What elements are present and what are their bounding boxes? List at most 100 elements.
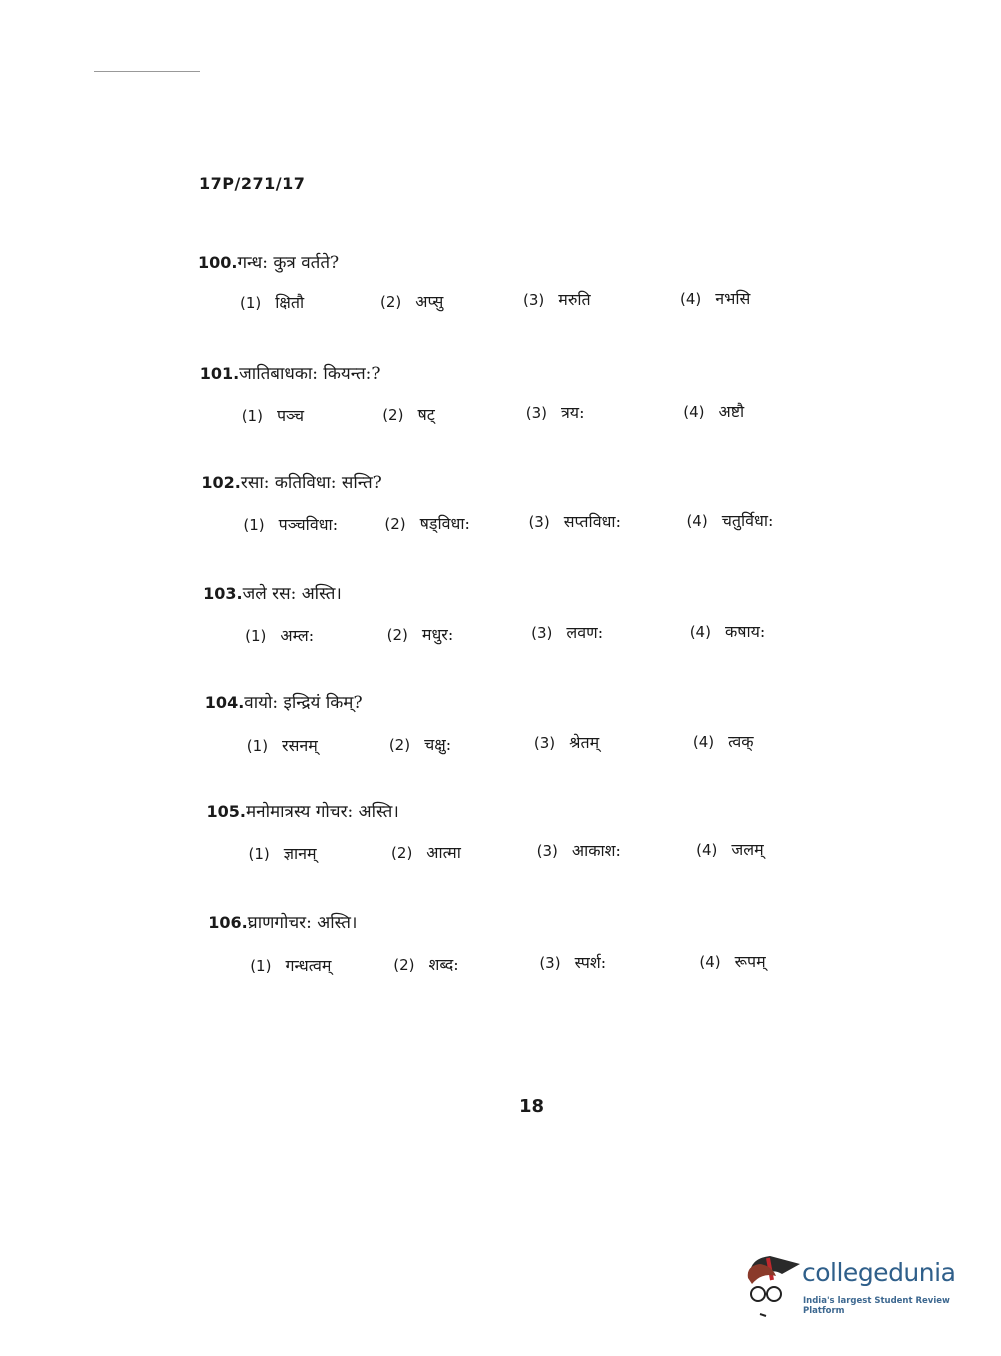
question: 103.जले रस: अस्ति।: [203, 581, 342, 604]
option-text: मधुर:: [421, 624, 454, 644]
question-text: जातिबाधका: कियन्त:?: [239, 364, 381, 384]
option-text: षट्: [417, 404, 435, 424]
top-rule: [94, 71, 200, 72]
question-text: रसा: कतिविधा: सन्ति?: [240, 473, 382, 493]
answer-option: (2) चक्षु:: [389, 733, 451, 755]
option-label: (2): [382, 405, 404, 424]
answer-option: (1) गन्धत्वम्: [250, 954, 331, 976]
option-text: शब्द:: [428, 954, 459, 974]
option-text: रूपम्: [734, 951, 766, 971]
question-number: 104.: [204, 693, 245, 712]
option-label: (4): [696, 840, 718, 859]
question: 105.मनोमात्रस्य गोचर: अस्ति।: [207, 799, 399, 822]
question: 104.वायो: इन्द्रियं किम्?: [205, 690, 363, 713]
option-text: पञ्चविधा:: [278, 515, 339, 534]
question-text: वायो: इन्द्रियं किम्?: [244, 693, 363, 713]
option-text: षड्विधा:: [419, 513, 470, 533]
answer-option: (3) सप्तविधा:: [528, 510, 621, 532]
answer-option: (1) अम्ल:: [245, 624, 314, 646]
option-text: आकाश:: [571, 841, 621, 860]
answer-option: (3) त्रय:: [526, 401, 585, 423]
answer-option: (3) आकाश:: [537, 839, 621, 861]
question-number: 102.: [201, 473, 241, 492]
option-text: कषाय:: [724, 621, 766, 641]
answer-option: (1) क्षितौ: [240, 291, 304, 313]
option-label: (2): [386, 625, 408, 644]
question: 106.घ्राणगोचर: अस्ति।: [208, 910, 357, 933]
option-text: सप्तविधा:: [563, 512, 621, 531]
answer-option: (4) जलम्: [696, 838, 764, 860]
mascot-icon: [747, 1256, 800, 1317]
answer-option: (1) पञ्च: [242, 404, 304, 426]
option-label: (4): [683, 402, 705, 421]
option-label: (3): [539, 954, 561, 972]
option-label: (4): [699, 952, 721, 971]
option-label: (4): [686, 511, 708, 530]
option-text: पञ्च: [276, 406, 304, 425]
option-text: अष्टौ: [718, 401, 745, 421]
option-text: त्वक्: [728, 731, 754, 751]
question: 101.जातिबाधका: कियन्त:?: [200, 361, 381, 384]
brand-tagline: India's largest Student Review Platform: [803, 1296, 950, 1316]
answer-option: (1) पञ्चविधा:: [243, 513, 338, 535]
option-label: (2): [388, 735, 411, 754]
option-text: जलम्: [731, 839, 764, 859]
question-number: 106.: [208, 913, 248, 932]
option-text: मरुति: [558, 290, 591, 309]
option-text: नभसि: [715, 288, 751, 308]
option-text: अप्सु: [415, 291, 444, 311]
option-label: (4): [689, 622, 711, 641]
answer-option: (1) रसनम्: [247, 734, 318, 756]
collegedunia-logo: collegedunia India's largest Student Rev…: [742, 1250, 972, 1320]
answer-option: (4) त्वक्: [693, 730, 754, 752]
option-text: चक्षु:: [424, 734, 452, 754]
option-text: चतुर्विधा:: [721, 510, 774, 530]
option-text: ज्ञानम्: [283, 844, 317, 863]
answer-option: (4) अष्टौ: [683, 400, 744, 422]
option-label: (2): [384, 514, 406, 533]
option-label: (2): [391, 843, 413, 862]
brand-name: collegedunia: [802, 1258, 956, 1287]
question-number: 103.: [203, 584, 243, 603]
question-number: 100.: [198, 253, 238, 272]
option-label: (1): [246, 737, 269, 755]
question-text: गन्ध: कुत्र वर्तते?: [237, 253, 340, 273]
answer-option: (2) मधुर:: [387, 623, 454, 645]
option-label: (3): [531, 624, 553, 642]
option-label: (4): [692, 732, 715, 751]
question: 100.गन्ध: कुत्र वर्तते?: [198, 250, 339, 273]
option-text: अम्ल:: [280, 626, 315, 645]
option-text: लवण:: [566, 623, 604, 642]
answer-option: (4) नभसि: [680, 287, 750, 309]
option-label: (3): [536, 842, 558, 860]
question-text: मनोमात्रस्य गोचर: अस्ति।: [245, 802, 399, 822]
answer-option: (3) लवण:: [531, 621, 603, 643]
option-text: आत्मा: [426, 842, 461, 862]
answer-option: (4) रूपम्: [699, 950, 765, 972]
answer-option: (4) चतुर्विधा:: [686, 509, 773, 531]
option-label: (1): [245, 627, 267, 645]
answer-option: (1) ज्ञानम्: [249, 842, 317, 864]
answer-option: (2) अप्सु: [380, 290, 443, 312]
option-label: (3): [523, 291, 545, 309]
answer-option: (2) षड्विधा:: [384, 512, 469, 534]
option-text: स्पर्श:: [574, 953, 607, 972]
answer-option: (2) षट्: [382, 403, 435, 425]
option-label: (1): [240, 294, 262, 312]
answer-option: (2) शब्द:: [393, 953, 458, 975]
option-label: (1): [248, 845, 270, 863]
option-label: (2): [393, 955, 415, 974]
option-label: (1): [241, 407, 263, 425]
option-label: (1): [250, 957, 272, 975]
answer-option: (2) आत्मा: [391, 841, 461, 863]
option-label: (2): [380, 292, 402, 311]
question-text: घ्राणगोचर: अस्ति।: [247, 913, 358, 933]
option-text: क्षितौ: [275, 293, 305, 312]
answer-option: (4) कषाय:: [690, 620, 766, 642]
answer-option: (3) श्रेतम्: [534, 731, 599, 753]
paper-code: 17P/271/17: [199, 174, 306, 193]
question: 102.रसा: कतिविधा: सन्ति?: [201, 470, 381, 493]
option-label: (4): [680, 289, 702, 308]
option-text: गन्धत्वम्: [285, 956, 332, 975]
option-label: (3): [525, 404, 547, 422]
